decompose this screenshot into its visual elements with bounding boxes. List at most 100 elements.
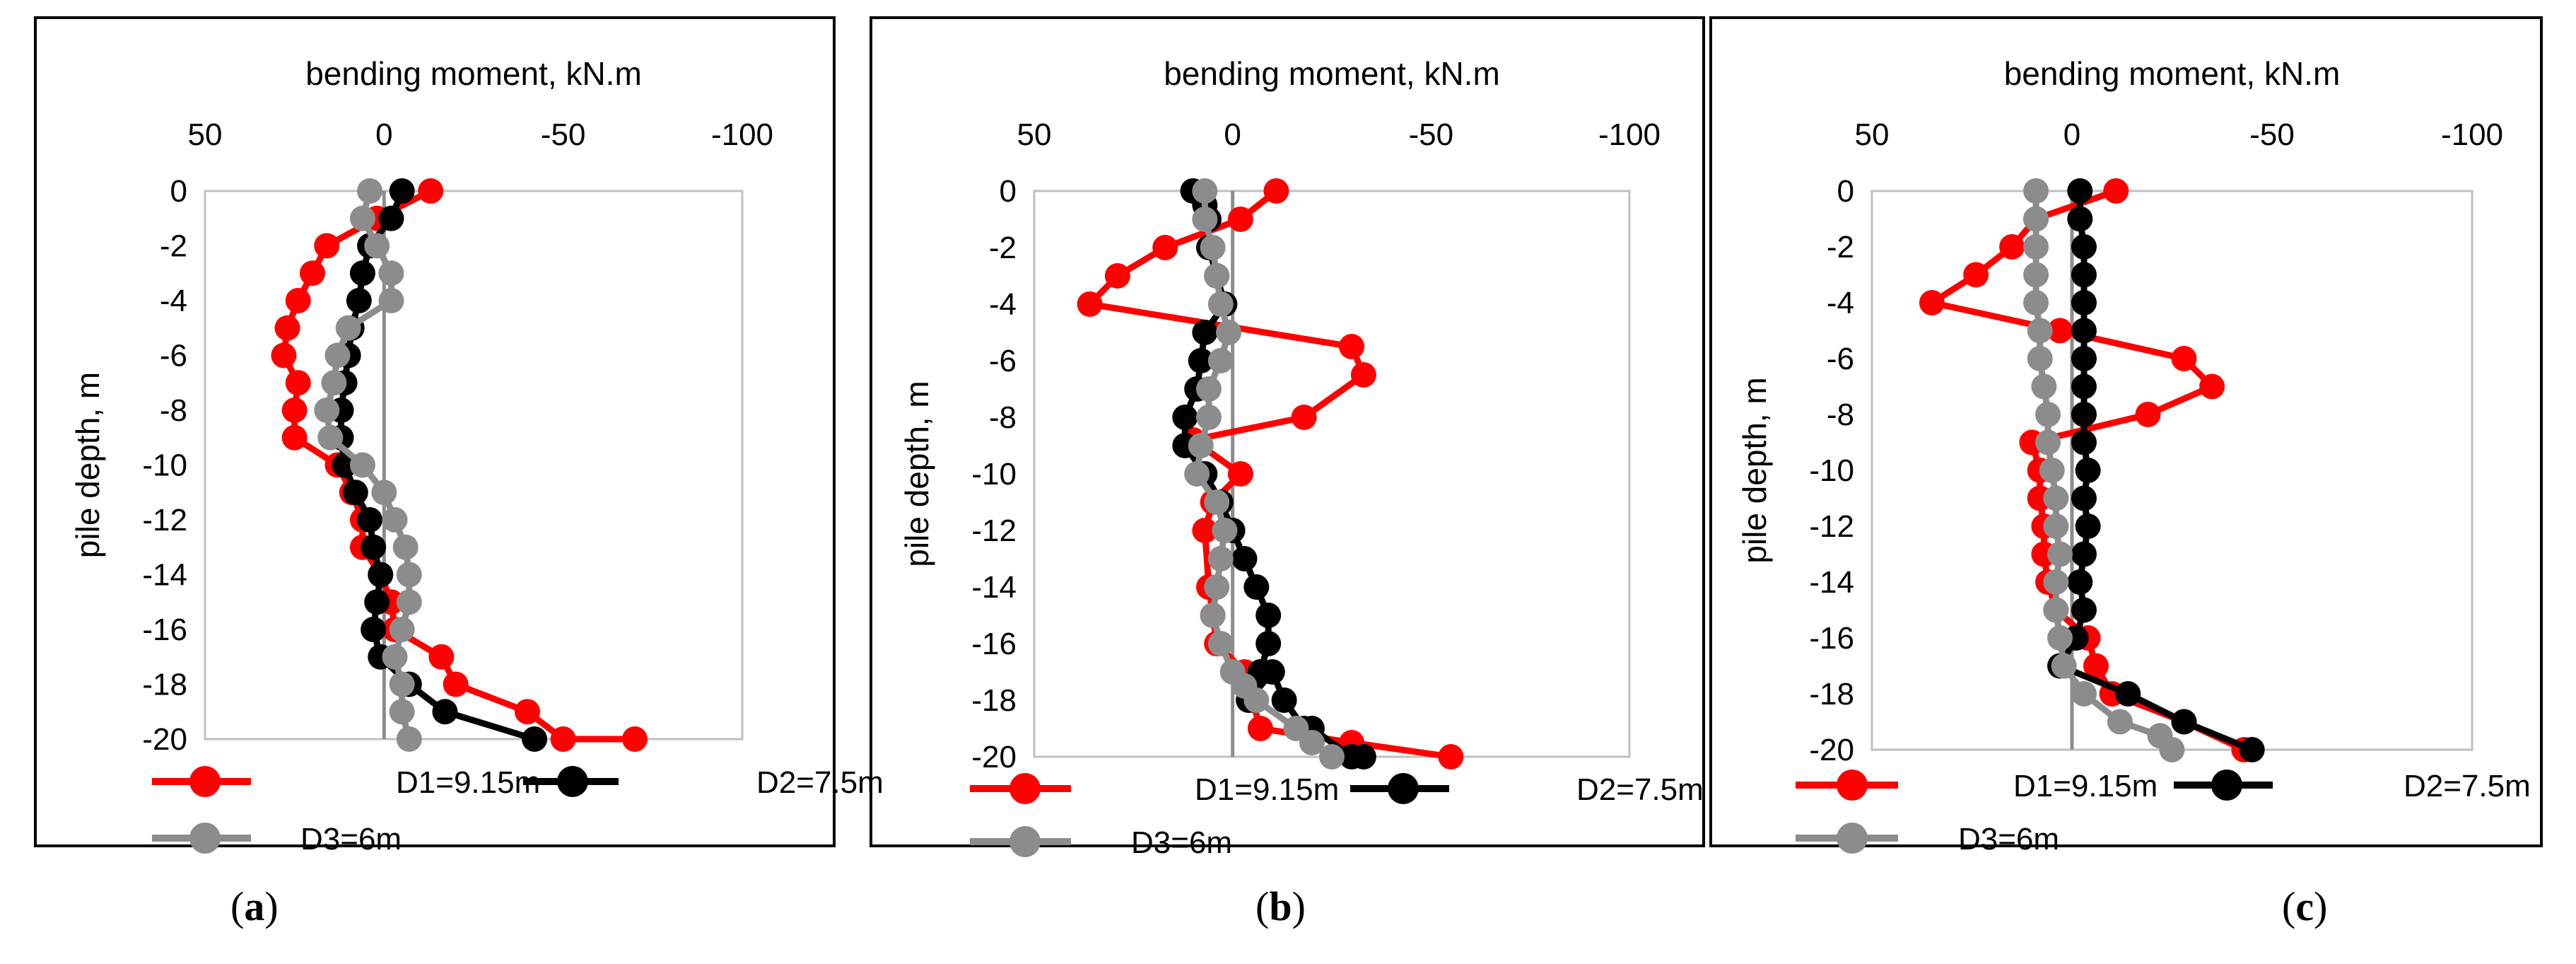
data-point-2: [361, 534, 387, 560]
data-point-2: [1255, 603, 1282, 628]
series-line-1: [281, 187, 635, 743]
data-point-1: [271, 342, 297, 368]
data-point-3: [2023, 290, 2049, 315]
data-point-3: [357, 178, 383, 204]
data-point-1: [622, 726, 648, 752]
data-point-3: [2047, 541, 2073, 567]
y-axis-label: pile depth, m: [1736, 377, 1773, 563]
x-tick-label: 50: [1855, 117, 1890, 152]
data-point-2: [349, 260, 375, 286]
data-point-3: [2107, 709, 2133, 735]
data-point-3: [2043, 569, 2069, 595]
data-point-1: [550, 726, 576, 752]
y-tick-label: -16: [142, 612, 187, 647]
data-point-2: [389, 178, 415, 204]
data-point-2: [2067, 206, 2093, 232]
data-point-3: [2027, 346, 2053, 371]
x-tick-label: -50: [1409, 117, 1454, 152]
x-tick-label: 0: [375, 117, 392, 152]
data-point-3: [1204, 263, 1230, 289]
data-point-3: [378, 260, 404, 286]
data-point-3: [1195, 405, 1222, 430]
x-tick-label: -50: [541, 117, 586, 152]
data-point-3: [1200, 603, 1226, 628]
data-point-1: [1291, 405, 1317, 430]
data-point-1: [428, 644, 455, 670]
x-tick-label: -100: [2441, 117, 2503, 152]
x-tick-label: 0: [2063, 117, 2080, 152]
data-point-1: [1999, 234, 2025, 260]
data-point-3: [2043, 597, 2069, 623]
data-point-2: [1172, 405, 1198, 430]
x-tick-label: -50: [2249, 117, 2295, 152]
data-point-1: [1104, 263, 1130, 289]
data-point-2: [1271, 687, 1297, 713]
data-point-1: [1438, 744, 1464, 770]
y-tick-label: -16: [1809, 621, 1854, 656]
data-point-2: [368, 562, 394, 588]
data-point-1: [2103, 178, 2129, 204]
y-tick-label: -8: [1827, 397, 1854, 432]
data-point-3: [371, 480, 397, 506]
data-point-3: [2039, 458, 2065, 483]
y-tick-label: -14: [1809, 565, 1854, 600]
data-point-1: [1192, 518, 1218, 543]
data-point-1: [1963, 262, 1989, 288]
legend-marker-3: [1837, 823, 1868, 854]
data-point-3: [335, 315, 361, 341]
y-tick-label: -2: [160, 229, 187, 264]
data-point-3: [1207, 631, 1234, 656]
panel-label-b: (b): [1255, 883, 1306, 929]
y-tick-label: -4: [1827, 286, 1854, 320]
data-point-3: [2023, 178, 2049, 204]
data-point-3: [1200, 235, 1226, 260]
y-tick-label: -2: [989, 231, 1017, 265]
data-point-2: [1192, 320, 1218, 345]
data-point-3: [2043, 485, 2069, 511]
y-tick-label: -6: [160, 339, 187, 373]
x-tick-label: -100: [1598, 117, 1661, 152]
data-point-3: [1207, 291, 1234, 317]
data-point-3: [1216, 320, 1242, 345]
data-point-1: [418, 178, 444, 204]
data-point-2: [432, 699, 458, 725]
y-tick-label: -12: [1809, 509, 1854, 544]
y-tick-label: -4: [160, 284, 187, 318]
data-point-2: [2075, 458, 2101, 483]
data-point-3: [382, 644, 408, 670]
data-point-3: [389, 617, 415, 642]
y-tick-label: -18: [971, 683, 1017, 718]
y-tick-label: -16: [971, 627, 1017, 661]
data-point-2: [2067, 569, 2093, 595]
panel-frame: [870, 16, 1705, 847]
data-point-2: [1350, 744, 1376, 770]
legend-label-3: D3=6m: [1958, 822, 2059, 856]
legend-marker-2: [557, 766, 588, 797]
data-point-3: [1207, 546, 1234, 571]
legend-marker-3: [189, 823, 221, 854]
data-point-1: [2199, 373, 2225, 400]
y-tick-label: -8: [160, 393, 187, 428]
data-point-1: [1247, 716, 1273, 741]
y-tick-label: -10: [142, 448, 187, 483]
data-point-2: [2071, 234, 2097, 260]
data-point-1: [2171, 346, 2197, 371]
data-point-3: [392, 534, 418, 560]
data-point-3: [314, 397, 340, 423]
data-point-1: [314, 233, 340, 259]
data-point-2: [1231, 546, 1258, 571]
data-point-2: [2239, 737, 2265, 762]
y-tick-label: 0: [170, 174, 187, 209]
data-point-2: [1188, 348, 1214, 373]
x-tick-label: 50: [1017, 117, 1052, 152]
plot-area: [1870, 190, 2473, 751]
data-point-3: [396, 562, 422, 588]
data-point-3: [349, 205, 375, 231]
data-point-3: [321, 370, 347, 396]
data-point-3: [1243, 687, 1270, 713]
data-point-1: [2135, 402, 2161, 427]
data-point-2: [1259, 659, 1285, 685]
